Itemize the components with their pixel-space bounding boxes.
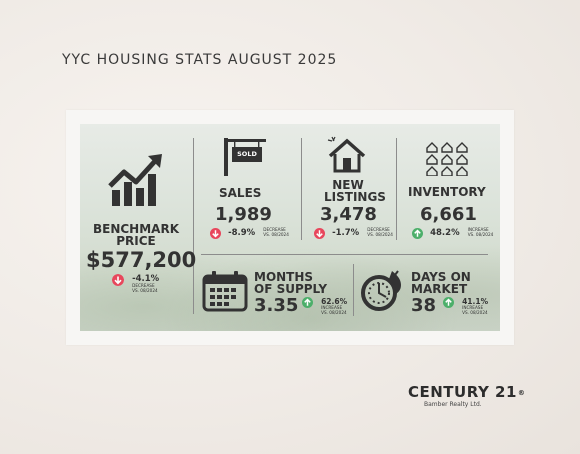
new-listings-label: NEW LISTINGS [324,178,386,204]
arrow-down-icon [314,228,325,239]
divider [193,138,194,314]
benchmark-change-type: DECREASE [132,283,155,288]
days-on-market-change-value: 41.1% [462,297,489,306]
sold-sign-icon: SOLD [220,136,268,180]
inventory-compare: VS. 08/2024 [467,231,494,237]
brand-office: Bamber Realty Ltd. [424,401,482,408]
arrow-up-icon [302,297,313,308]
new-listings-label-line2: LISTINGS [324,190,386,204]
inventory-change-type: INCREASE [467,227,489,232]
brand-logo: CENTURY 21® [408,383,525,401]
new-listings-value: 3,478 [320,204,377,225]
days-on-market-compare: VS. 08/2024 [462,309,488,315]
sold-sign-text: SOLD [237,150,257,158]
months-of-supply-change-type: INCREASE [321,305,343,310]
sales-value: 1,989 [215,204,272,225]
calendar-icon [202,270,248,316]
inventory-change-value: 48.2% [430,228,460,238]
stats-card: BENCHMARK PRICE $577,200 -4.1% DECREASE … [80,124,500,331]
months-of-supply-label-line1: MONTHS [254,270,314,284]
arrow-down-icon [112,274,124,286]
arrow-up-icon [443,297,454,308]
inventory-value: 6,661 [420,204,477,225]
benchmark-label-line2: PRICE [116,234,156,248]
days-on-market-value: 38 [411,295,437,316]
brand-mark: ® [517,388,526,397]
inventory-label: INVENTORY [408,185,486,199]
sales-change-type: DECREASE [263,227,286,232]
divider [396,138,397,240]
benchmark-change-value: -4.1% [132,274,160,284]
new-listings-change-value: -1.7% [332,228,360,238]
benchmark-label-line1: BENCHMARK [92,222,179,236]
arrow-up-icon [412,228,423,239]
new-listings-change-type: DECREASE [367,227,390,232]
page-title: YYC HOUSING STATS AUGUST 2025 [62,52,338,68]
divider [301,138,302,240]
new-listings-label-line1: NEW [332,178,364,192]
benchmark-label: BENCHMARK PRICE [90,223,182,247]
houses-grid-icon [425,140,471,180]
benchmark-value: $577,200 [86,248,197,272]
sales-change-value: -8.9% [228,228,256,238]
benchmark-compare: VS. 08/2024 [132,287,158,293]
divider [201,254,488,255]
benchmark-change: -4.1% DECREASE VS. 08/2024 [112,274,159,293]
days-on-market-label-line2: MARKET [411,282,468,296]
days-on-market-change-type: INCREASE [462,305,484,310]
months-of-supply-value: 3.35 [254,295,299,316]
divider [353,264,354,316]
months-of-supply-compare: VS. 08/2024 [321,309,347,315]
days-on-market-label-line1: DAYS ON [411,270,471,284]
months-of-supply-change: 62.6% INCREASE VS. 08/2024 [302,297,347,316]
days-on-market-change: 41.1% INCREASE VS. 08/2024 [443,297,488,316]
sales-change: -8.9% DECREASE VS. 08/2024 [210,227,289,247]
arrow-down-icon [210,228,221,239]
new-listings-change: -1.7% DECREASE VS. 08/2024 [314,227,393,247]
stopwatch-icon [359,269,405,317]
months-of-supply-change-value: 62.6% [321,297,348,306]
months-of-supply-label: MONTHS OF SUPPLY [254,271,327,295]
brand-name: CENTURY 21 [408,383,517,401]
new-listings-compare: VS. 08/2024 [367,231,393,237]
house-icon [326,136,368,178]
months-of-supply-label-line2: OF SUPPLY [254,282,328,296]
days-on-market-label: DAYS ON MARKET [411,271,471,295]
sales-compare: VS. 08/2024 [263,231,289,237]
sales-label: SALES [219,186,262,200]
bar-chart-up-icon [108,152,166,212]
inventory-change: 48.2% INCREASE VS. 08/2024 [412,227,494,247]
